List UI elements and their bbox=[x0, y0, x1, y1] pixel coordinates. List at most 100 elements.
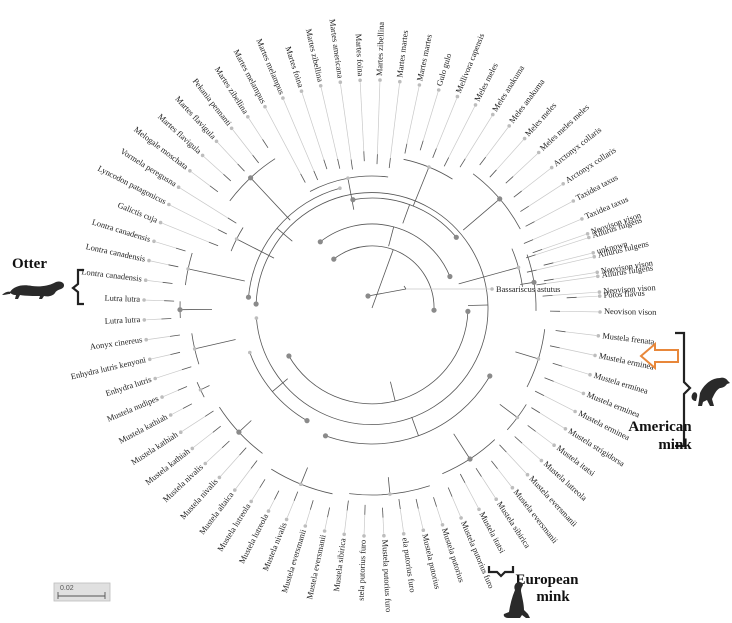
tree-node bbox=[536, 357, 541, 361]
scale-bar-label: 0.02 bbox=[60, 585, 74, 592]
leaf-tip bbox=[597, 294, 602, 298]
leaf-tip bbox=[561, 182, 565, 186]
leaf-tip bbox=[571, 199, 576, 203]
leaf-label: Mustela putorius furo bbox=[380, 539, 393, 612]
tree-node bbox=[431, 307, 437, 313]
leaf-tip bbox=[382, 533, 386, 538]
leaf-label: ela putorius furo bbox=[400, 537, 417, 593]
tree-node bbox=[304, 418, 310, 424]
tree-node bbox=[192, 347, 197, 351]
orange-arrow-icon bbox=[639, 341, 679, 371]
leaf-tip bbox=[417, 83, 422, 87]
leaf-tip bbox=[358, 78, 362, 83]
leaf-tip bbox=[473, 103, 478, 107]
leaf-tip bbox=[552, 443, 556, 448]
leaf-label: Martes foina bbox=[354, 34, 365, 77]
root-node bbox=[365, 293, 371, 299]
european-mink-bracket bbox=[487, 566, 515, 578]
root-leaf: Bassariscus astutus bbox=[365, 285, 560, 299]
tree-node bbox=[515, 415, 520, 420]
tree-node bbox=[516, 265, 521, 270]
tree-node bbox=[254, 316, 259, 320]
leaf-tip bbox=[539, 458, 544, 463]
leaf-label: Lontra canadensis bbox=[85, 242, 146, 263]
tree-node bbox=[248, 175, 254, 181]
tree-node bbox=[331, 256, 337, 262]
tree-node bbox=[236, 429, 242, 435]
leaf-label: Lontra canadensis bbox=[81, 267, 142, 283]
leaf-tip bbox=[525, 472, 530, 477]
leaf-tip bbox=[176, 185, 181, 189]
leaf-label: Gulo gulo bbox=[435, 52, 453, 87]
tree-node bbox=[186, 267, 190, 271]
leaf-tip bbox=[477, 507, 481, 512]
leaf-label: Potos flavus bbox=[603, 289, 645, 300]
leaf-tip bbox=[214, 139, 219, 144]
tree-node bbox=[317, 239, 323, 245]
american-mink-label-line1: American bbox=[628, 419, 692, 435]
tree-node bbox=[338, 186, 342, 190]
leaf-tip bbox=[188, 169, 192, 173]
leaf-tip bbox=[233, 488, 237, 492]
leaf-tip bbox=[160, 395, 164, 399]
leaf-label: Martes zibellina bbox=[304, 28, 325, 83]
leaf-label: Mustela putorius bbox=[420, 533, 441, 590]
tree-node bbox=[245, 294, 252, 300]
leaf-tip bbox=[563, 427, 568, 431]
leaf-tip bbox=[595, 270, 599, 275]
leaf-tip bbox=[378, 78, 382, 82]
leaf-tip bbox=[303, 524, 308, 528]
leaf-tip bbox=[263, 104, 267, 109]
leaf-tip bbox=[436, 88, 441, 92]
leaf-tip bbox=[299, 89, 304, 93]
leaf-tip bbox=[147, 258, 151, 263]
leaf-tip bbox=[596, 274, 600, 279]
leaf-tip bbox=[148, 357, 152, 362]
american-mink-label-line2: mink bbox=[658, 437, 692, 453]
leaf-tip bbox=[342, 532, 347, 537]
tree-node bbox=[299, 482, 303, 487]
leaf-label: stela putorius furo bbox=[357, 540, 368, 601]
tree-branches bbox=[161, 139, 577, 518]
tree-node bbox=[447, 273, 453, 280]
leaf-tip bbox=[494, 497, 499, 502]
european-mink-label-line1: European bbox=[515, 572, 579, 588]
leaf-tip bbox=[152, 239, 156, 244]
leaf-label: Mustela itatsi bbox=[477, 510, 507, 555]
leaf-tip bbox=[598, 310, 602, 314]
tree-node bbox=[388, 492, 392, 496]
tree-node bbox=[531, 279, 537, 285]
leaf-label: Lontra canadensis bbox=[91, 218, 152, 244]
leaf-tip bbox=[580, 217, 584, 221]
leaf-tip bbox=[491, 112, 495, 117]
tree-node bbox=[453, 234, 459, 240]
leaf-label: Mustela eversmanii bbox=[280, 528, 308, 594]
leaf-tip bbox=[153, 376, 157, 381]
leaf-tip bbox=[144, 337, 148, 342]
leaf-label: Mustela erminea bbox=[593, 371, 649, 396]
leaf-tip bbox=[249, 499, 253, 504]
american-mink-bracket bbox=[675, 331, 692, 448]
tree-node bbox=[487, 373, 493, 379]
leaf-label: Aonyx cinereus bbox=[89, 335, 143, 351]
leaf-tip bbox=[318, 84, 323, 88]
tree-node bbox=[177, 307, 183, 313]
tree-node bbox=[248, 350, 252, 355]
leaf-tip bbox=[587, 235, 591, 240]
otter-label: Otter bbox=[12, 256, 47, 272]
leaf-tip bbox=[585, 232, 590, 236]
leaf-tip bbox=[190, 446, 195, 451]
leaf-tip bbox=[142, 298, 146, 302]
leaf-tip bbox=[581, 391, 586, 396]
tree-node bbox=[467, 456, 473, 462]
tree-node bbox=[346, 176, 350, 180]
leaf-label: Meles meles bbox=[473, 61, 500, 103]
leaf-label: Mustela eversmanii bbox=[305, 533, 328, 600]
tree-node bbox=[497, 196, 503, 202]
tree-node bbox=[427, 165, 431, 169]
leaf-tip bbox=[549, 165, 554, 170]
leaf-tip bbox=[440, 523, 445, 527]
leaf-tip bbox=[421, 528, 426, 532]
leaf-label: Neovison vison bbox=[604, 307, 657, 317]
scale-bar: 0.02 bbox=[53, 582, 111, 602]
